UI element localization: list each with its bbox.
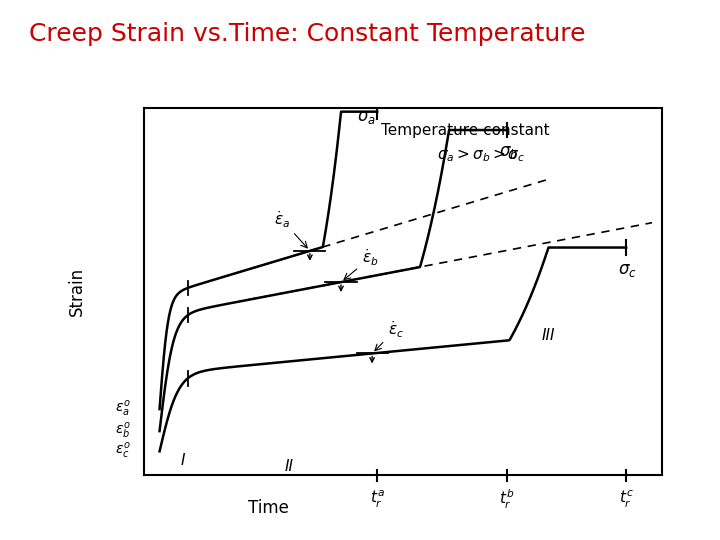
Text: $\sigma_b$: $\sigma_b$ [499, 143, 518, 161]
Text: III: III [541, 328, 555, 343]
Text: Time: Time [248, 500, 289, 517]
Text: $\sigma_c$: $\sigma_c$ [618, 261, 637, 279]
Text: $\varepsilon^o_c$: $\varepsilon^o_c$ [115, 441, 131, 461]
Text: Strain: Strain [68, 267, 86, 316]
Text: Creep Strain vs.Time: Constant Temperature: Creep Strain vs.Time: Constant Temperatu… [29, 22, 585, 45]
Text: $t_r^a$: $t_r^a$ [370, 489, 384, 510]
Text: $\varepsilon^o_a$: $\varepsilon^o_a$ [115, 399, 131, 419]
Text: $t_r^c$: $t_r^c$ [618, 489, 634, 510]
Text: Temperature constant: Temperature constant [381, 123, 550, 138]
Text: $\varepsilon^o_b$: $\varepsilon^o_b$ [115, 421, 131, 441]
Text: $\dot{\varepsilon}_a$: $\dot{\varepsilon}_a$ [274, 209, 307, 248]
Text: II: II [284, 458, 294, 474]
Text: I: I [181, 453, 185, 468]
Text: $\dot{\varepsilon}_b$: $\dot{\varepsilon}_b$ [344, 248, 379, 280]
Text: $t_r^b$: $t_r^b$ [499, 488, 515, 511]
Text: $\dot{\varepsilon}_c$: $\dot{\varepsilon}_c$ [375, 319, 404, 350]
Text: $\sigma_a > \sigma_b > \sigma_c$: $\sigma_a > \sigma_b > \sigma_c$ [437, 147, 525, 164]
Text: $\sigma_a$: $\sigma_a$ [357, 109, 377, 126]
